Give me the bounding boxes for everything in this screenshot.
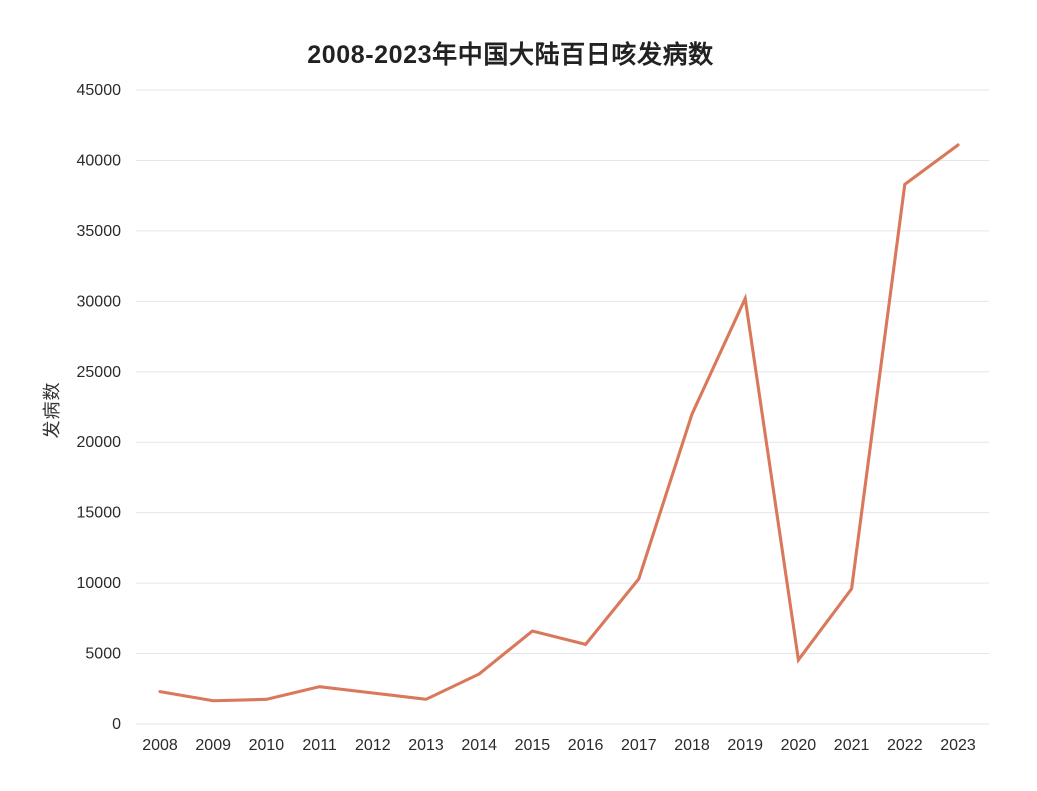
svg-text:2017: 2017 — [621, 737, 657, 754]
svg-text:2009: 2009 — [195, 737, 231, 754]
svg-text:20000: 20000 — [77, 434, 122, 451]
svg-text:2021: 2021 — [834, 737, 870, 754]
svg-text:2014: 2014 — [461, 737, 497, 754]
svg-text:2008: 2008 — [142, 737, 178, 754]
svg-text:35000: 35000 — [77, 223, 122, 240]
svg-text:2020: 2020 — [781, 737, 817, 754]
svg-text:2015: 2015 — [515, 737, 551, 754]
svg-text:2019: 2019 — [727, 737, 763, 754]
svg-text:2023: 2023 — [940, 737, 976, 754]
svg-text:5000: 5000 — [85, 646, 121, 663]
svg-text:45000: 45000 — [77, 82, 122, 99]
svg-text:25000: 25000 — [77, 364, 122, 381]
svg-text:2012: 2012 — [355, 737, 391, 754]
svg-text:发病数: 发病数 — [42, 382, 62, 439]
svg-text:2016: 2016 — [568, 737, 604, 754]
svg-text:2011: 2011 — [302, 737, 337, 754]
svg-text:2013: 2013 — [408, 737, 444, 754]
svg-text:0: 0 — [112, 716, 121, 733]
svg-text:40000: 40000 — [77, 152, 122, 169]
svg-text:2010: 2010 — [249, 737, 285, 754]
svg-text:2022: 2022 — [887, 737, 923, 754]
svg-text:15000: 15000 — [77, 505, 122, 522]
svg-text:2018: 2018 — [674, 737, 710, 754]
svg-text:10000: 10000 — [77, 575, 122, 592]
svg-text:30000: 30000 — [77, 293, 122, 310]
